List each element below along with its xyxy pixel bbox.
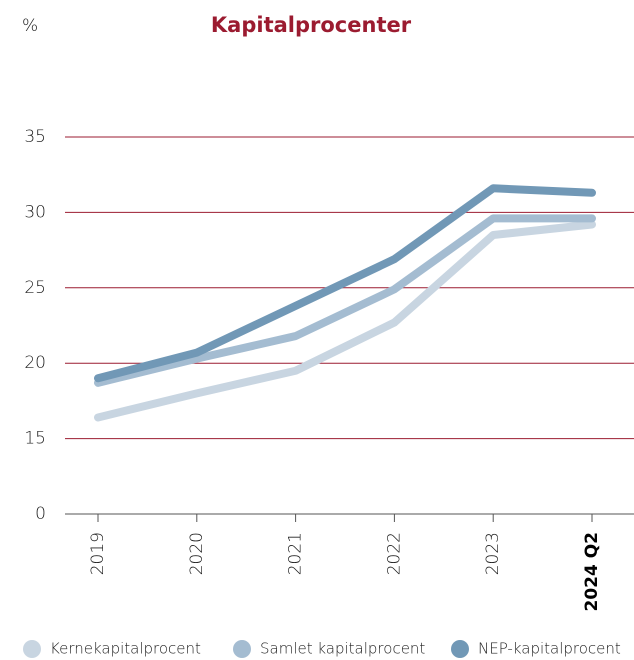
x-tick-label: 2019 [88,532,108,575]
series-line [94,220,596,422]
legend-label: Kernekapitalprocent [50,640,201,658]
legend-swatch [233,640,251,658]
y-tick-label: 25 [24,278,46,298]
legend-label: Samlet kapitalprocent [260,640,425,658]
legend-swatch [451,640,469,658]
chart-title: Kapitalprocenter [211,13,412,37]
series-line [94,184,596,383]
y-tick-label: 35 [24,127,46,147]
x-tick-label: 2020 [187,532,207,575]
y-tick-label: 30 [24,202,46,222]
x-tick-label: 2024 Q2 [582,532,602,612]
y-axis-label: % [22,16,38,36]
x-tick-label: 2023 [483,532,503,575]
legend-label: NEP-kapitalprocent [478,640,621,658]
x-tick-label: 2021 [286,532,306,575]
series-line [94,214,596,387]
y-tick-label: 0 [35,504,46,524]
y-tick-label: 15 [24,429,46,449]
legend-swatch [23,640,41,658]
x-tick-label: 2022 [384,532,404,575]
y-tick-label: 20 [24,353,46,373]
